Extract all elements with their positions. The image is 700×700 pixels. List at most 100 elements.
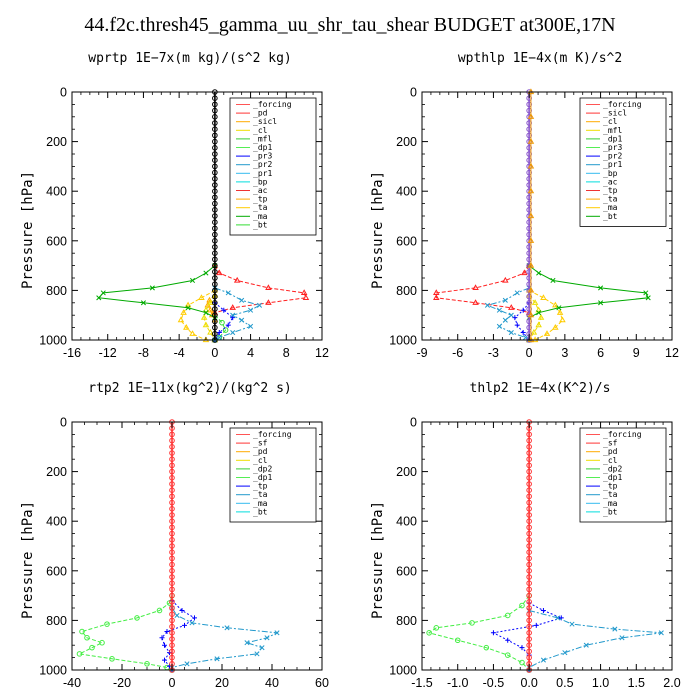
data-point: [526, 200, 532, 207]
x-tick-label: 0.5: [556, 676, 573, 690]
data-point: [169, 537, 175, 543]
chart-title: wprtp 1E−7x(m kg)/(s^2 kg): [88, 51, 292, 66]
data-point: [212, 120, 218, 126]
data-point: [169, 518, 175, 524]
data-point: [207, 328, 214, 335]
data-point: [169, 524, 175, 531]
data-point: [200, 314, 208, 320]
x-tick-label: -12: [99, 346, 117, 360]
x-tick-label: -9: [416, 346, 427, 360]
data-point: [520, 330, 526, 336]
data-point: [526, 499, 532, 506]
data-point: [156, 607, 163, 614]
series-bp: [96, 263, 218, 343]
series-line: [427, 595, 530, 671]
data-point: [527, 237, 535, 243]
data-point: [198, 294, 205, 300]
y-tick-label: 400: [396, 515, 417, 529]
x-tick-label: 3: [561, 346, 568, 360]
legend-entry: _forcing: [603, 430, 642, 439]
data-point: [169, 555, 175, 562]
data-point: [212, 312, 218, 319]
data-point: [526, 642, 532, 649]
series-dp1: [426, 592, 532, 673]
x-tick-label: -6: [452, 346, 463, 360]
x-tick-label: 0: [526, 346, 533, 360]
data-point: [192, 615, 197, 621]
series-bp: [526, 263, 651, 343]
legend-entry: _pd: [253, 109, 268, 118]
y-tick-label: 800: [46, 284, 67, 298]
data-point: [526, 530, 532, 537]
x-tick-label: -8: [138, 346, 149, 360]
series-forcing: [169, 419, 175, 673]
data-point: [202, 321, 210, 328]
x-tick-label: -1.0: [447, 676, 469, 690]
data-point: [169, 506, 175, 512]
data-point: [531, 299, 539, 305]
data-point: [658, 630, 664, 636]
data-point: [212, 275, 218, 281]
data-point: [203, 270, 209, 276]
data-point: [526, 163, 532, 170]
data-point: [527, 286, 535, 293]
legend-entry: _dp2: [253, 464, 272, 473]
series-line: [514, 302, 530, 341]
legend-entry: _bp: [603, 169, 618, 178]
data-point: [212, 250, 218, 256]
data-point: [169, 642, 175, 649]
x-tick-label: 0: [211, 346, 218, 360]
series-line: [207, 295, 216, 340]
chart-panel-wprtp: wprtp 1E−7x(m kg)/(s^2 kg) Pressure [hPa…: [0, 40, 350, 370]
y-axis-label: Pressure [hPa]: [370, 171, 386, 289]
data-point: [212, 145, 218, 151]
legend-entry: _bp: [253, 177, 268, 186]
data-point: [212, 151, 218, 157]
y-tick-label: 600: [396, 234, 417, 248]
data-point: [527, 187, 535, 194]
data-point: [169, 623, 175, 630]
data-point: [169, 431, 175, 438]
chart-title: rtp2 1E−11x(kg^2)/(kg^2 s): [88, 381, 292, 396]
data-point: [526, 518, 532, 524]
legend-entry: _bt: [603, 212, 618, 221]
x-tick-label: -1.5: [411, 676, 433, 690]
chart-title: wpthlp 1E−4x(m K)/s^2: [458, 51, 622, 66]
series-line: [97, 265, 216, 340]
data-point: [433, 625, 440, 631]
x-tick-label: 9: [633, 346, 640, 360]
series-dp1: [211, 261, 310, 343]
legend-entry: _pd: [603, 447, 618, 456]
chart-panel-rtp2: rtp2 1E−11x(kg^2)/(kg^2 s) Pressure [hPa…: [0, 370, 350, 700]
y-tick-label: 1000: [389, 334, 417, 348]
data-point: [169, 611, 175, 617]
legend-entry: _ta: [603, 490, 618, 499]
data-point: [502, 297, 508, 303]
data-point: [212, 238, 218, 244]
data-point: [526, 654, 532, 661]
data-point: [212, 293, 218, 300]
legend: _forcing_pd_sicl_cl_mfl_dp1_pr3_pr2_pr1_…: [229, 97, 317, 236]
x-tick-label: 8: [283, 346, 290, 360]
y-tick-label: 400: [46, 185, 67, 199]
legend-entry: _pd: [253, 447, 268, 456]
data-point: [526, 312, 532, 319]
data-point: [521, 269, 528, 276]
data-point: [239, 317, 245, 323]
data-point: [174, 612, 180, 618]
data-point: [484, 302, 491, 308]
data-point: [519, 659, 525, 666]
data-point: [212, 300, 218, 306]
data-point: [583, 642, 589, 648]
data-point: [526, 586, 532, 593]
data-point: [300, 289, 308, 295]
data-point: [212, 324, 218, 331]
series-ta: [169, 605, 280, 673]
data-point: [189, 277, 196, 284]
data-point: [504, 652, 511, 658]
data-point: [177, 316, 185, 323]
data-point: [619, 635, 625, 641]
data-point: [526, 549, 532, 555]
legend-entry: _mfl: [253, 134, 272, 143]
data-point: [225, 290, 231, 296]
